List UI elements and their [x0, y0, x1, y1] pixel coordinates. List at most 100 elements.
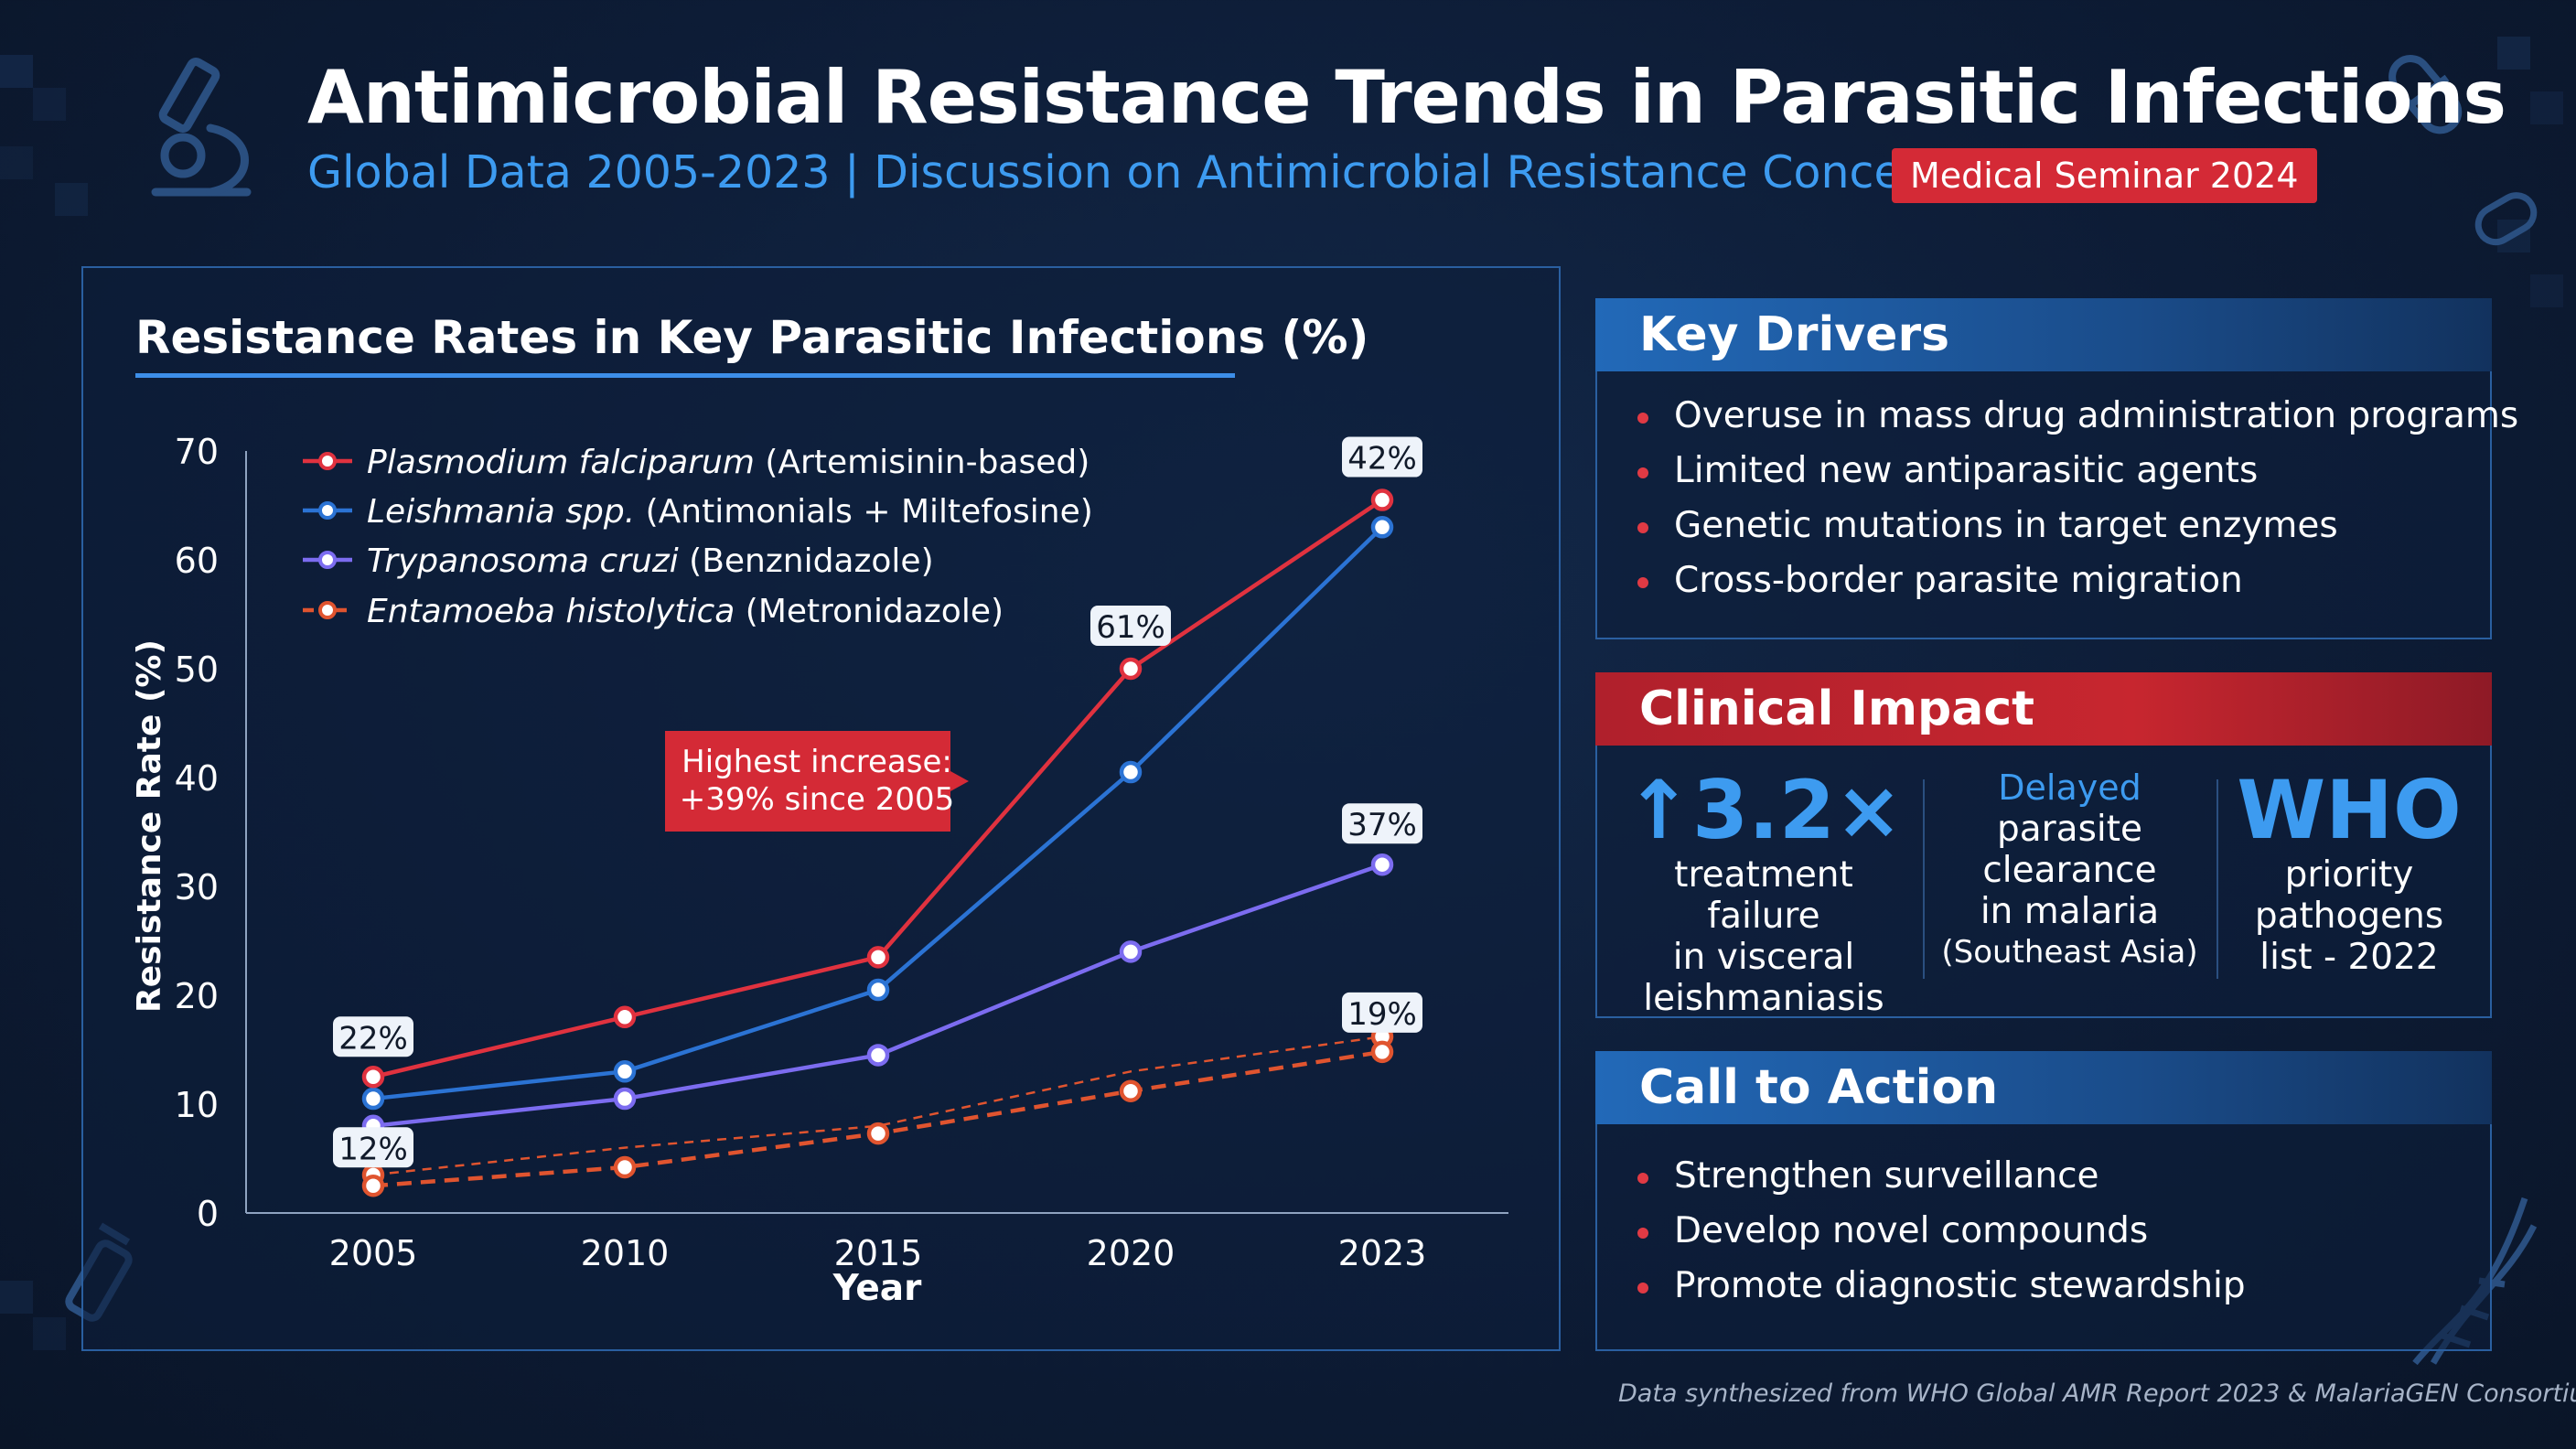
impact-text: list - 2022 [2259, 937, 2439, 978]
value-label: 42% [1347, 441, 1417, 478]
data-point [866, 1122, 890, 1145]
value-label: 12% [338, 1131, 408, 1167]
list-item-text: Develop novel compounds [1674, 1210, 2149, 1251]
series-line [372, 1049, 1383, 1188]
bullet-icon [1637, 467, 1648, 478]
x-tick-label: 2023 [1338, 1233, 1427, 1273]
y-axis-label: Resistance Rate (%) [131, 639, 168, 1013]
microscope-icon [151, 58, 252, 197]
data-point [613, 1060, 637, 1083]
impact-text: clearance [1982, 850, 2157, 891]
impact-text: in malaria [1980, 891, 2160, 932]
impact-text: in visceral [1672, 937, 1855, 978]
legend-label: Plasmodium falciparum (Artemisinin-based… [367, 444, 1089, 481]
list-item: Develop novel compounds [1637, 1204, 2246, 1259]
data-point [1370, 1040, 1394, 1064]
impact-multiplier: ↑3.2× [1625, 763, 1903, 857]
value-label-box [333, 1016, 413, 1057]
line-chart: 0 10 20 30 40 50 60 70 2005 2010 2015 2020 2023 Year R… [131, 432, 1508, 1309]
y-tick-label: 60 [175, 541, 219, 581]
y-tick-label: 40 [175, 758, 219, 799]
legend-marker [318, 551, 337, 569]
seminar-badge: Medical Seminar 2024 [1892, 148, 2317, 203]
list-item-text: Promote diagnostic stewardship [1674, 1265, 2246, 1306]
impact-text: leishmaniasis [1643, 978, 1884, 1019]
y-tick-label: 50 [175, 649, 219, 690]
impact-text: treatment failure [1674, 854, 1853, 937]
data-point [866, 1044, 890, 1067]
callout-box [665, 731, 969, 832]
list-item: Genetic mutations in target enzymes [1637, 499, 2518, 553]
list-item-text: Strengthen surveillance [1674, 1155, 2099, 1197]
value-label-box [1090, 606, 1171, 646]
list-item-text: Limited new antiparasitic agents [1674, 450, 2259, 491]
key-drivers-header: Key Drivers [1595, 298, 2492, 371]
value-label-box [333, 1127, 413, 1168]
chart-title: Resistance Rates in Key Parasitic Infect… [135, 311, 1369, 364]
impact-text: parasite [1996, 809, 2143, 850]
bullet-icon [1637, 522, 1648, 533]
list-item: Limited new antiparasitic agents [1637, 444, 2518, 499]
impact-who: WHO [2237, 763, 2462, 857]
impact-text: priority [2284, 854, 2414, 896]
chart-title-underline [135, 373, 1235, 378]
x-tick-label: 2015 [834, 1233, 923, 1273]
list-item: Promote diagnostic stewardship [1637, 1259, 2246, 1314]
list-item-text: Overuse in mass drug administration prog… [1674, 395, 2519, 436]
y-tick-label: 20 [175, 976, 219, 1016]
value-label-box [1342, 436, 1422, 478]
impact-treatment-failure: ↑3.2× treatment failure in visceral leis… [1617, 763, 1910, 1020]
value-label-box [1342, 803, 1422, 844]
x-tick-label: 2020 [1087, 1233, 1175, 1273]
value-label: 61% [1096, 609, 1165, 646]
data-point [866, 946, 890, 969]
data-point [1370, 516, 1394, 539]
list-item: Cross-border parasite migration [1637, 553, 2518, 608]
bullet-icon [1637, 1173, 1648, 1184]
legend-label: Trypanosoma cruzi (Benznidazole) [367, 542, 934, 580]
source-footnote: Data synthesized from WHO Global AMR Rep… [1618, 1379, 2576, 1408]
bullet-icon [1637, 1228, 1648, 1239]
data-point [1119, 657, 1143, 681]
value-label-box [1342, 992, 1422, 1033]
x-axis-label: Year [832, 1268, 922, 1309]
secondary-dashed-line [372, 1035, 1383, 1176]
impact-delayed-clearance: Delayed parasite clearance in malaria (S… [1930, 767, 2209, 973]
callout-text: Highest increase: [682, 744, 952, 780]
list-item-text: Genetic mutations in target enzymes [1674, 505, 2338, 546]
key-drivers-list: Overuse in mass drug administration prog… [1637, 389, 2518, 608]
data-point [361, 1087, 385, 1111]
y-tick-label: 10 [175, 1085, 219, 1125]
list-item-text: Cross-border parasite migration [1674, 560, 2243, 601]
data-point [613, 1087, 637, 1111]
data-point [1119, 1079, 1143, 1102]
callout-text: +39% since 2005 [680, 781, 955, 818]
clinical-impact-header: Clinical Impact [1595, 672, 2492, 746]
data-point [361, 1175, 385, 1197]
x-tick-label: 2010 [581, 1233, 670, 1273]
bullet-icon [1637, 1283, 1648, 1293]
impact-divider [2216, 779, 2218, 979]
data-point [1119, 940, 1143, 963]
data-point [613, 1155, 637, 1179]
data-point [361, 1066, 385, 1089]
y-tick-label: 70 [175, 432, 219, 472]
legend-marker [318, 501, 337, 520]
call-to-action-list: Strengthen surveillance Develop novel co… [1637, 1149, 2246, 1314]
x-tick-label: 2005 [329, 1233, 418, 1273]
data-point [1370, 488, 1394, 511]
value-label: 37% [1347, 807, 1417, 843]
bullet-icon [1637, 413, 1648, 424]
data-point [866, 978, 890, 1002]
legend-marker [318, 601, 337, 619]
legend-label: Leishmania spp. (Antimonials + Miltefosi… [367, 493, 1093, 531]
y-tick-label: 0 [197, 1194, 219, 1234]
bullet-icon [1637, 577, 1648, 588]
impact-note: (Southeast Asia) [1941, 934, 2198, 971]
data-point [613, 1005, 637, 1029]
pill-icon [2474, 192, 2538, 246]
list-item: Strengthen surveillance [1637, 1149, 2246, 1204]
impact-divider [1923, 779, 1925, 979]
impact-delayed-label: Delayed [1998, 767, 2141, 808]
list-item: Overuse in mass drug administration prog… [1637, 389, 2518, 444]
